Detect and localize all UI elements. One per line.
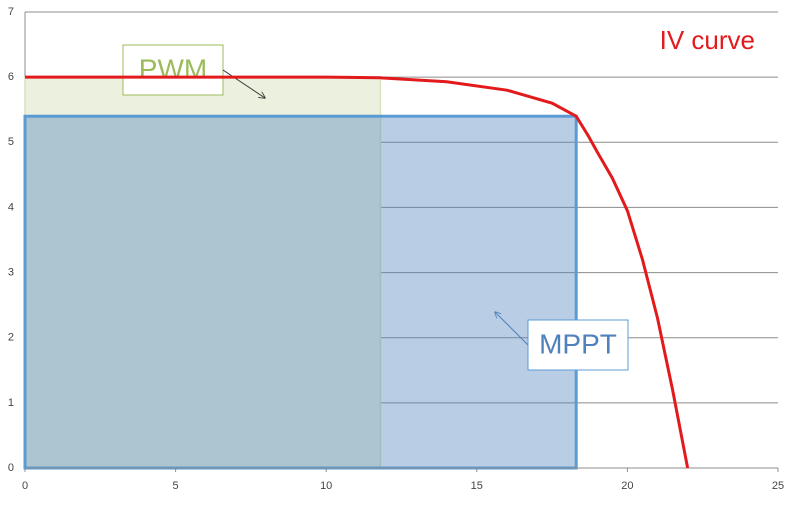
region — [24, 76, 382, 469]
y-tick-label: 6 — [8, 71, 14, 83]
callout-arrow — [222, 69, 265, 98]
y-tick-label: 0 — [8, 462, 14, 474]
callout-label: MPPT — [539, 328, 617, 359]
y-tick-label: 3 — [8, 266, 14, 278]
x-tick-label: 25 — [772, 480, 784, 492]
x-tick-label: 15 — [471, 480, 483, 492]
callout-box — [527, 319, 629, 371]
x-tick-label: 10 — [320, 480, 332, 492]
x-tick-label: 0 — [22, 480, 28, 492]
region — [23, 114, 578, 470]
y-tick-label: 4 — [8, 201, 14, 213]
callout-arrow — [495, 312, 529, 346]
y-tick-label: 2 — [8, 332, 14, 344]
y-tick-label: 7 — [8, 6, 14, 18]
x-tick-label: 5 — [173, 480, 179, 492]
x-tick-label: 20 — [621, 480, 633, 492]
callout-label: PWM — [139, 53, 207, 84]
y-tick-label: 5 — [8, 136, 14, 148]
line-series — [25, 75, 690, 469]
series-label: IV curve — [660, 25, 755, 55]
y-tick-label: 1 — [8, 397, 14, 409]
